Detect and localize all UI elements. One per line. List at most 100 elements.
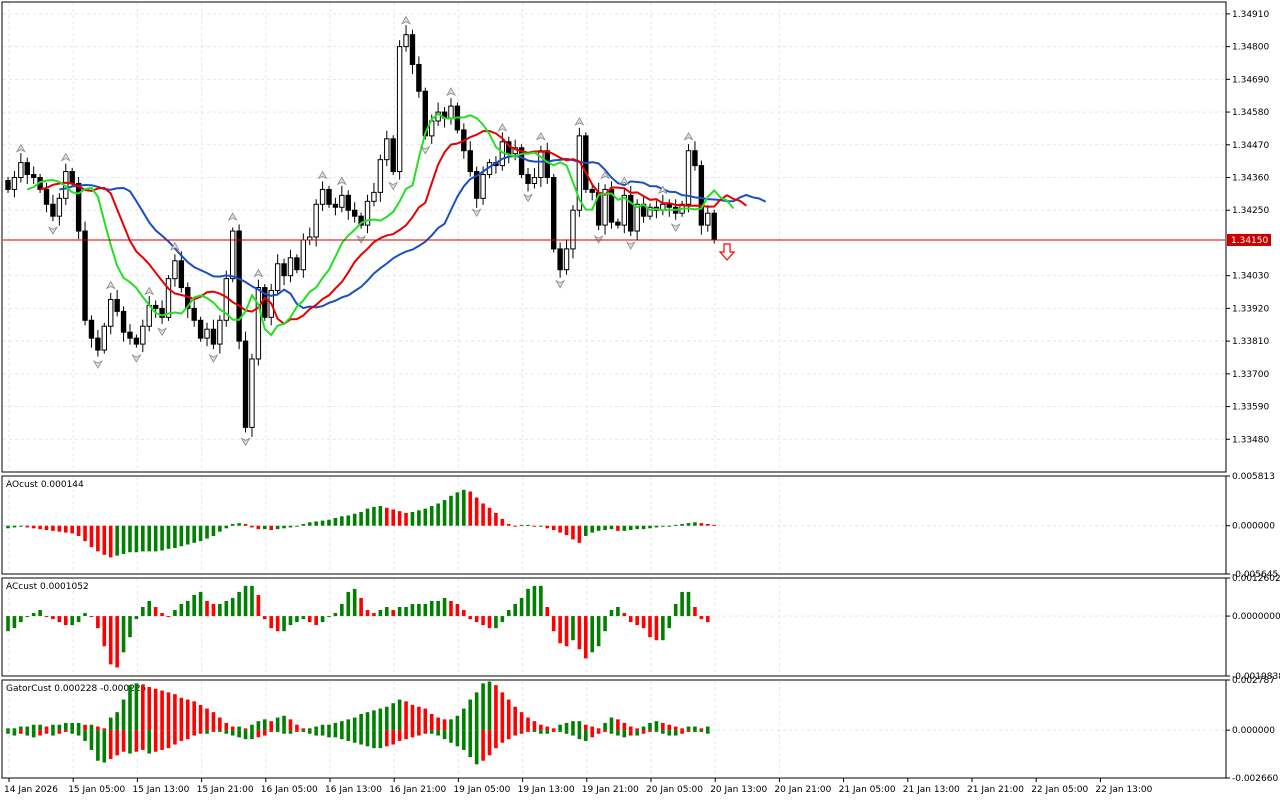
gator-upper-bar	[359, 713, 363, 731]
gator-lower-bar	[57, 730, 62, 734]
histogram-bar	[340, 516, 344, 526]
histogram-bar	[519, 524, 524, 526]
histogram-bar	[661, 616, 665, 641]
gator-lower-bar	[25, 730, 30, 736]
gator-lower-bar	[654, 730, 659, 732]
price-tick-label: 1.33920	[1232, 304, 1269, 314]
histogram-bar	[76, 525, 81, 536]
fractal-up-arrow	[60, 152, 71, 162]
time-axis-label: 20 Jan 13:00	[710, 785, 767, 795]
candle-body	[358, 215, 364, 226]
candle-body	[50, 203, 56, 217]
candle-body	[628, 194, 634, 232]
gator-upper-bar	[243, 728, 248, 731]
histogram-bar	[539, 585, 543, 617]
time-axis-label: 20 Jan 05:00	[646, 785, 703, 795]
candle-body	[711, 212, 717, 241]
candle-body	[172, 260, 178, 280]
gator-upper-bar	[211, 712, 216, 731]
histogram-bar	[224, 525, 229, 529]
gator-upper-bar	[115, 712, 119, 731]
histogram-bar	[12, 616, 17, 629]
histogram-bar	[539, 525, 543, 527]
gator-upper-bar	[307, 728, 312, 731]
histogram-bar	[166, 616, 171, 618]
gator-lower-bar	[147, 730, 152, 754]
histogram-bar	[147, 600, 152, 617]
candle-body	[480, 174, 486, 199]
gator-upper-bar	[545, 726, 550, 731]
histogram-bar	[295, 525, 299, 527]
histogram-bar	[680, 591, 684, 617]
gator-lower-bar	[423, 730, 428, 734]
fractal-down-arrow	[47, 226, 58, 235]
histogram-bar	[699, 616, 704, 620]
histogram-bar	[237, 591, 241, 617]
candle-body	[191, 307, 197, 321]
histogram-bar	[352, 513, 357, 526]
histogram-bar	[513, 603, 517, 617]
candle-body	[396, 46, 403, 173]
gator-upper-bar	[263, 719, 267, 731]
gator-lower-bar	[436, 730, 440, 736]
candle-body	[332, 203, 339, 208]
histogram-bar	[397, 607, 402, 617]
gator-upper-bar	[250, 724, 254, 731]
gator-upper-bar	[648, 722, 652, 731]
gator-upper-bar	[391, 703, 395, 731]
gator-lower-bar	[468, 730, 473, 758]
gator-lower-bar	[628, 730, 633, 736]
histogram-bar	[442, 597, 447, 617]
histogram-bar	[429, 600, 434, 617]
candle-body	[236, 230, 242, 342]
histogram-bar	[121, 616, 126, 653]
price-tick-label: 1.34030	[1232, 272, 1269, 282]
gator-upper-bar	[423, 708, 428, 731]
gator-lower-bar	[63, 730, 68, 732]
gator-upper-bar	[532, 721, 537, 731]
gator-lower-bar	[551, 730, 556, 732]
histogram-bar	[19, 616, 23, 623]
gator-upper-bar	[128, 685, 132, 731]
gator-lower-bar	[391, 730, 395, 745]
gator-upper-bar	[558, 724, 562, 731]
gator-lower-bar	[333, 730, 338, 738]
alligator-lips-line	[26, 112, 735, 337]
gator-lower-bar	[494, 730, 498, 749]
gator-upper-bar	[134, 683, 139, 731]
gator-upper-bar	[282, 715, 286, 731]
candle-body	[666, 203, 672, 208]
histogram-bar	[256, 525, 261, 530]
histogram-bar	[205, 600, 209, 617]
histogram-bar	[134, 616, 139, 620]
histogram-bar	[372, 506, 376, 526]
gator-lower-bar	[160, 730, 164, 750]
time-axis-label: 15 Jan 05:00	[68, 785, 125, 795]
gator-upper-bar	[108, 717, 113, 731]
candle-body	[364, 200, 371, 226]
price-tick-label: 1.34910	[1232, 10, 1269, 20]
gator-upper-bar	[6, 728, 10, 731]
candle-body	[178, 260, 185, 289]
histogram-bar	[654, 525, 659, 528]
gator-upper-bar	[462, 708, 466, 731]
histogram-bar	[166, 525, 171, 549]
histogram-bar	[134, 525, 139, 553]
gator-upper-bar	[19, 726, 23, 731]
histogram-bar	[481, 616, 485, 626]
histogram-bar	[263, 616, 267, 620]
gator-upper-bar	[121, 699, 126, 731]
gator-lower-bar	[250, 730, 254, 740]
histogram-bar	[250, 525, 254, 528]
histogram-bar	[481, 503, 485, 526]
gator-upper-bar	[57, 724, 62, 731]
price-tick-label: 1.34470	[1232, 141, 1269, 151]
time-axis-label: 22 Jan 13:00	[1095, 785, 1152, 795]
candle-body	[133, 337, 140, 345]
candle-body	[95, 337, 101, 351]
gator-upper-bar	[205, 708, 209, 731]
gator-upper-bar	[442, 719, 447, 731]
histogram-bar	[571, 525, 575, 540]
fractal-down-arrow	[240, 437, 251, 447]
